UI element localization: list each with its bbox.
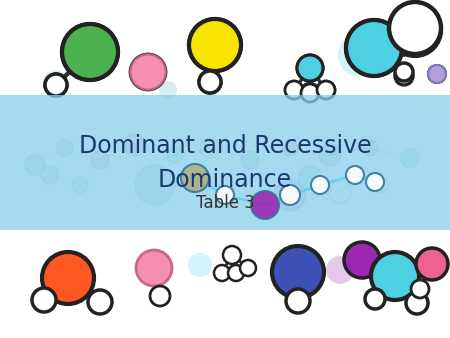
Circle shape <box>411 280 429 298</box>
Circle shape <box>366 173 384 191</box>
Circle shape <box>189 19 241 71</box>
Circle shape <box>216 186 234 204</box>
Circle shape <box>45 74 67 96</box>
Circle shape <box>346 20 402 76</box>
Circle shape <box>159 81 177 99</box>
Circle shape <box>351 166 369 184</box>
Circle shape <box>346 20 402 76</box>
Circle shape <box>298 166 322 190</box>
Circle shape <box>43 70 67 94</box>
Circle shape <box>62 24 118 80</box>
Circle shape <box>286 289 310 313</box>
Circle shape <box>416 248 448 280</box>
Circle shape <box>329 181 351 203</box>
Circle shape <box>130 54 166 90</box>
Circle shape <box>251 191 279 219</box>
Circle shape <box>181 164 209 192</box>
Circle shape <box>91 151 109 169</box>
Circle shape <box>188 253 212 277</box>
Circle shape <box>338 33 382 77</box>
Circle shape <box>25 155 45 175</box>
Circle shape <box>406 292 428 314</box>
Circle shape <box>317 81 335 99</box>
Circle shape <box>301 83 319 101</box>
Text: Dominant and Recessive: Dominant and Recessive <box>79 134 371 158</box>
Circle shape <box>346 166 364 184</box>
Circle shape <box>62 24 118 80</box>
Circle shape <box>57 140 73 156</box>
Circle shape <box>371 252 419 300</box>
Circle shape <box>344 242 380 278</box>
Circle shape <box>130 54 166 90</box>
Circle shape <box>297 55 323 81</box>
Circle shape <box>228 265 244 281</box>
Circle shape <box>395 67 413 85</box>
Circle shape <box>428 65 446 83</box>
Circle shape <box>280 185 300 205</box>
Circle shape <box>428 65 446 83</box>
Circle shape <box>167 147 183 163</box>
Circle shape <box>72 177 88 193</box>
Circle shape <box>389 4 441 56</box>
Circle shape <box>124 134 146 156</box>
Circle shape <box>389 2 441 54</box>
Text: Table 3: Table 3 <box>196 194 254 212</box>
Circle shape <box>41 166 59 184</box>
Circle shape <box>214 265 230 281</box>
Bar <box>0 95 450 230</box>
Circle shape <box>285 81 303 99</box>
Circle shape <box>241 151 259 169</box>
Circle shape <box>240 260 256 276</box>
Circle shape <box>189 19 241 71</box>
Circle shape <box>223 246 241 264</box>
Circle shape <box>319 144 341 166</box>
Circle shape <box>395 63 413 81</box>
Circle shape <box>282 140 298 156</box>
Circle shape <box>301 84 319 102</box>
Circle shape <box>274 179 306 211</box>
Circle shape <box>45 74 67 96</box>
Circle shape <box>200 138 220 158</box>
Circle shape <box>136 250 172 286</box>
Circle shape <box>365 289 385 309</box>
Circle shape <box>42 252 94 304</box>
Circle shape <box>272 246 324 298</box>
Text: Dominance: Dominance <box>158 168 292 192</box>
Circle shape <box>199 71 221 93</box>
Circle shape <box>199 71 221 93</box>
Circle shape <box>317 81 335 99</box>
Circle shape <box>285 81 303 99</box>
Circle shape <box>297 55 323 81</box>
Circle shape <box>88 290 112 314</box>
Circle shape <box>150 286 170 306</box>
Circle shape <box>32 288 56 312</box>
Circle shape <box>372 177 388 193</box>
Circle shape <box>326 256 354 284</box>
Circle shape <box>135 165 175 205</box>
Circle shape <box>311 176 329 194</box>
Circle shape <box>401 149 419 167</box>
Circle shape <box>362 140 378 156</box>
